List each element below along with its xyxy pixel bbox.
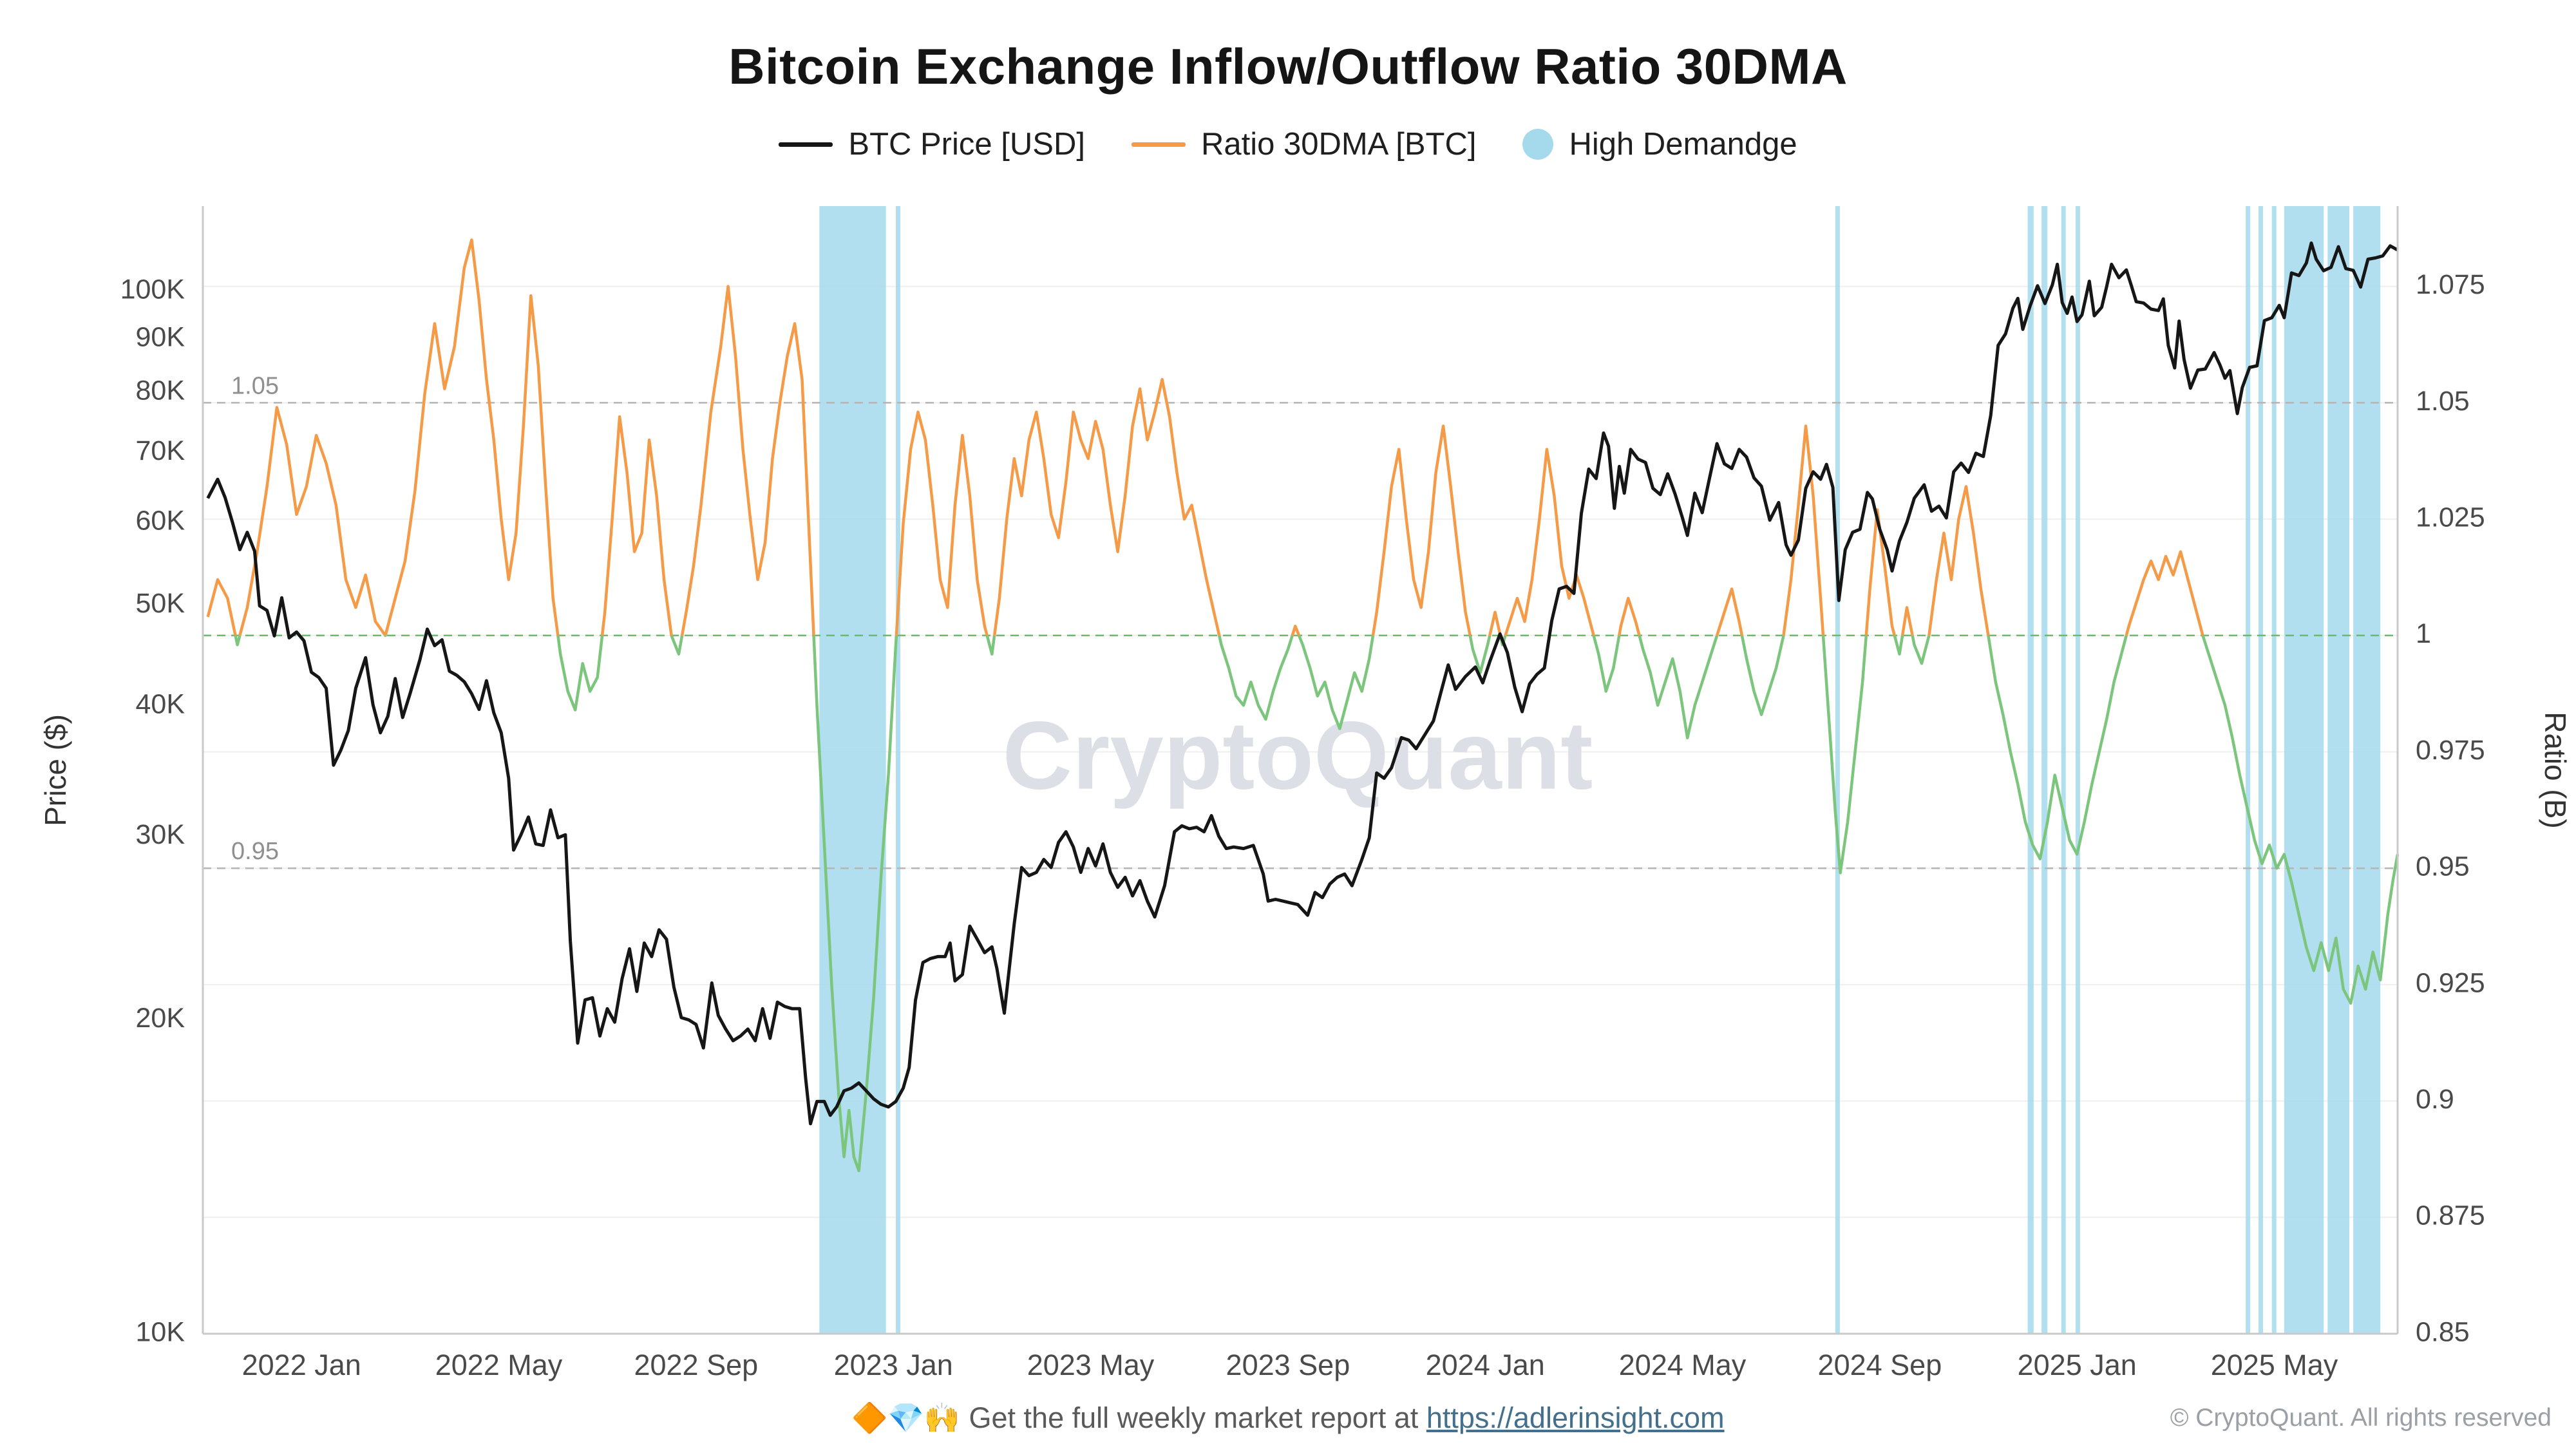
high-demand-band <box>2027 206 2034 1334</box>
x-tick-label: 2025 May <box>2211 1349 2338 1381</box>
legend-item-high-demand[interactable]: High Demandge <box>1522 126 1797 162</box>
price-line <box>206 241 2399 1126</box>
high-demand-circle-swatch <box>1522 129 1554 160</box>
x-tick-label: 2022 May <box>435 1349 563 1381</box>
ratio-tick-label: 0.925 <box>2416 967 2485 998</box>
footer-emoji: 🔶💎🙌 <box>851 1401 960 1434</box>
btc-price-line-swatch <box>779 142 833 147</box>
ratio-tick-label: 1.05 <box>2416 386 2470 417</box>
high-demand-band <box>2075 206 2080 1334</box>
ratio-tick-label: 0.875 <box>2416 1200 2485 1231</box>
high-demand-band <box>2061 206 2066 1334</box>
x-tick-label: 2025 Jan <box>2018 1349 2137 1381</box>
x-tick-label: 2023 May <box>1027 1349 1155 1381</box>
legend-label-ratio-30dma: Ratio 30DMA [BTC] <box>1200 127 1477 162</box>
ratio-tick-label: 0.9 <box>2416 1084 2454 1115</box>
price-tick-label: 100K <box>120 274 185 305</box>
chart-title: Bitcoin Exchange Inflow/Outflow Ratio 30… <box>728 38 1848 95</box>
reference-label: 1.05 <box>231 372 279 399</box>
price-tick-label: 10K <box>135 1316 185 1347</box>
legend: BTC Price [USD] Ratio 30DMA [BTC] High D… <box>0 126 2576 162</box>
gridlines <box>203 285 2398 1334</box>
high-demand-band <box>2271 206 2277 1334</box>
price-tick-label: 50K <box>135 588 185 619</box>
footer-link[interactable]: https://adlerinsight.com <box>1426 1401 1725 1434</box>
price-axis-title: Price ($) <box>39 714 72 826</box>
legend-item-btc-price[interactable]: BTC Price [USD] <box>779 126 1085 162</box>
footer-message: 🔶💎🙌 Get the full weekly market report at … <box>0 1401 2576 1435</box>
x-tick-label: 2024 Sep <box>1818 1349 1942 1381</box>
price-tick-label: 80K <box>135 375 185 406</box>
ratio-line-swatch <box>1131 142 1186 147</box>
price-tick-label: 70K <box>135 435 185 466</box>
high-demand-band <box>2353 206 2381 1334</box>
price-tick-label: 30K <box>135 819 185 850</box>
footer-text: Get the full weekly market report at <box>969 1401 1419 1434</box>
high-demand-band <box>1835 206 1840 1334</box>
copyright: © CryptoQuant. All rights reserved <box>2170 1404 2552 1432</box>
high-demand-band <box>819 206 886 1334</box>
ratio-line-above <box>206 238 2204 636</box>
watermark: CryptoQuant <box>1003 701 1593 810</box>
ratio-tick-label: 0.85 <box>2416 1316 2470 1347</box>
high-demand-band <box>2041 206 2048 1334</box>
x-tick-label: 2022 Sep <box>634 1349 758 1381</box>
ratio-tick-label: 1.025 <box>2416 502 2485 533</box>
high-demand-band <box>2259 206 2263 1334</box>
reference-label: 0.95 <box>231 838 279 865</box>
ratio-tick-label: 1.075 <box>2416 269 2485 300</box>
legend-item-ratio-30dma[interactable]: Ratio 30DMA [BTC] <box>1131 126 1477 162</box>
ratio-axis-title: Ratio (B) <box>2539 712 2572 828</box>
price-tick-label: 60K <box>135 506 185 536</box>
x-tick-label: 2023 Jan <box>834 1349 953 1381</box>
axes: 10K 20K 30K 40K 50K 60K 70K 80K 90K 100K 0.85 0.875… <box>39 206 2572 1381</box>
price-tick-label: 90K <box>135 321 185 352</box>
x-tick-label: 2023 Sep <box>1226 1349 1350 1381</box>
price-tick-label: 20K <box>135 1003 185 1034</box>
high-demand-band <box>896 206 900 1334</box>
x-tick-label: 2022 Jan <box>242 1349 361 1381</box>
high-demand-bands <box>819 206 2381 1334</box>
legend-label-high-demand: High Demandge <box>1569 127 1797 162</box>
ratio-tick-label: 0.975 <box>2416 735 2485 766</box>
high-demand-band <box>2284 206 2324 1334</box>
high-demand-band <box>2327 206 2349 1334</box>
price-tick-label: 40K <box>135 689 185 720</box>
ratio-tick-label: 1 <box>2416 618 2431 649</box>
high-demand-band <box>2246 206 2251 1334</box>
legend-label-btc-price: BTC Price [USD] <box>848 127 1085 162</box>
ratio-line-below <box>234 635 2400 1173</box>
x-tick-label: 2024 May <box>1619 1349 1747 1381</box>
ratio-tick-label: 0.95 <box>2416 851 2470 882</box>
x-tick-label: 2024 Jan <box>1426 1349 1545 1381</box>
